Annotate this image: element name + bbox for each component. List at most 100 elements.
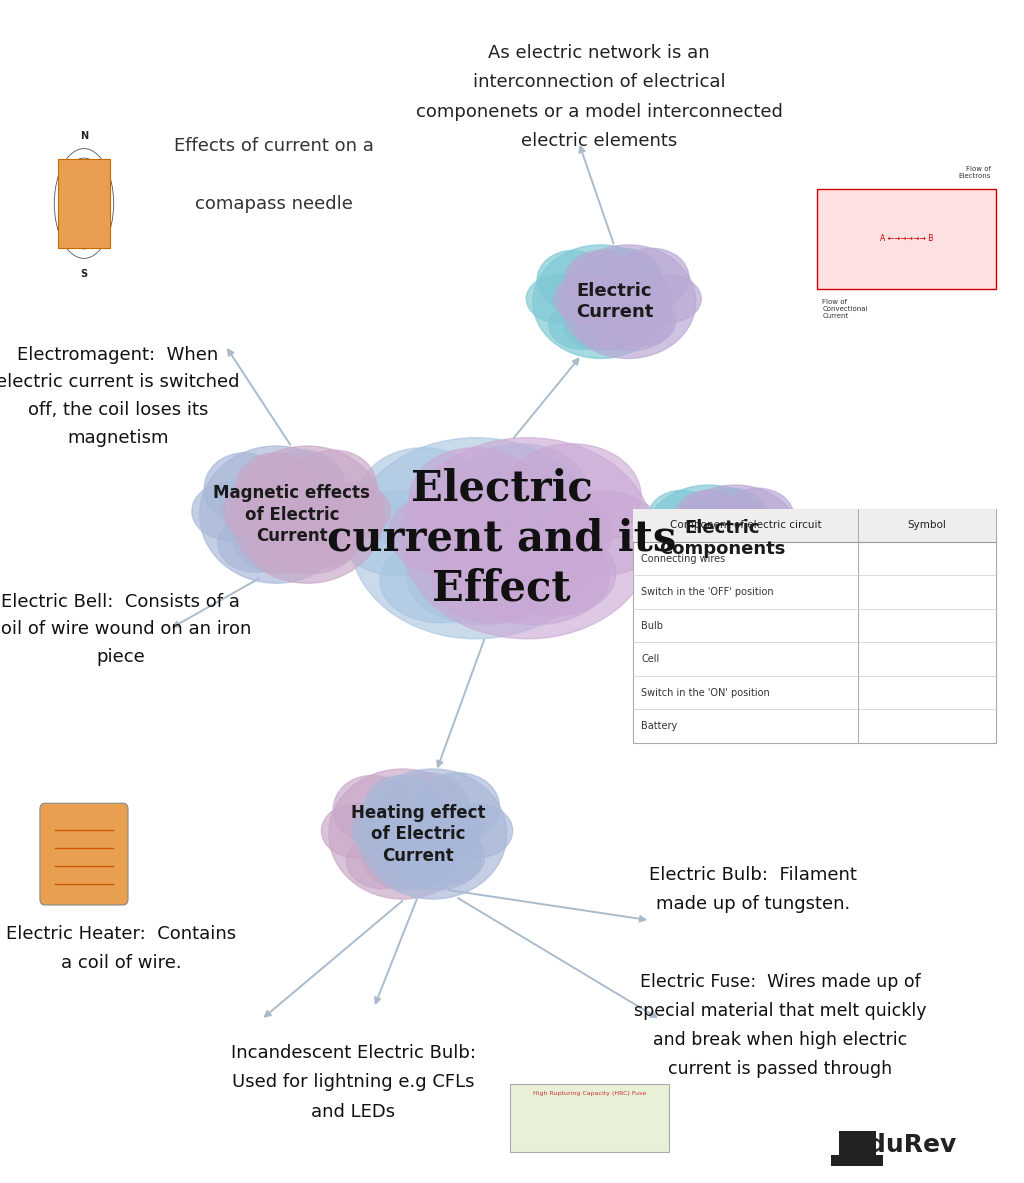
- Ellipse shape: [350, 438, 602, 639]
- Ellipse shape: [414, 829, 484, 884]
- Ellipse shape: [346, 834, 418, 888]
- Ellipse shape: [388, 772, 469, 840]
- Text: Electromagent:  When
electric current is switched
off, the coil loses its
magnet: Electromagent: When electric current is …: [0, 345, 240, 447]
- Text: A ←→→→→→ B: A ←→→→→→ B: [880, 234, 934, 244]
- Ellipse shape: [659, 538, 722, 583]
- Ellipse shape: [357, 448, 488, 552]
- Text: Flow of
Convectional
Current: Flow of Convectional Current: [822, 299, 867, 318]
- Ellipse shape: [230, 446, 384, 583]
- Ellipse shape: [647, 490, 715, 545]
- Ellipse shape: [722, 489, 794, 543]
- Text: High Rupturing Capacity (HRC) Fuse: High Rupturing Capacity (HRC) Fuse: [532, 1091, 646, 1095]
- Text: Bulb: Bulb: [641, 621, 663, 631]
- FancyBboxPatch shape: [831, 1155, 883, 1166]
- Text: Connecting wires: Connecting wires: [641, 554, 725, 563]
- Ellipse shape: [673, 532, 751, 584]
- Ellipse shape: [329, 769, 476, 899]
- Ellipse shape: [362, 828, 451, 890]
- Ellipse shape: [564, 251, 635, 310]
- Ellipse shape: [380, 538, 501, 622]
- Ellipse shape: [671, 485, 800, 592]
- Text: Electric
Components: Electric Components: [658, 518, 785, 558]
- Text: S: S: [81, 270, 87, 279]
- Text: Component of electric circuit: Component of electric circuit: [670, 521, 821, 530]
- Ellipse shape: [292, 450, 377, 522]
- Ellipse shape: [634, 274, 701, 323]
- Text: As electric network is an
interconnection of electrical
componenets or a model i: As electric network is an interconnectio…: [416, 44, 782, 150]
- FancyBboxPatch shape: [817, 188, 996, 289]
- Text: Heating effect
of Electric
Current: Heating effect of Electric Current: [350, 803, 485, 865]
- Ellipse shape: [686, 538, 749, 583]
- Ellipse shape: [359, 769, 507, 899]
- Ellipse shape: [218, 515, 292, 573]
- Ellipse shape: [526, 274, 591, 323]
- Ellipse shape: [333, 776, 410, 843]
- Text: Electric Bulb:  Filament
made up of tungsten.: Electric Bulb: Filament made up of tungs…: [648, 866, 857, 913]
- Ellipse shape: [718, 535, 780, 580]
- Ellipse shape: [364, 776, 440, 843]
- Ellipse shape: [261, 450, 345, 522]
- Ellipse shape: [486, 491, 612, 575]
- Text: Flow of
Electrons: Flow of Electrons: [958, 167, 991, 179]
- Ellipse shape: [577, 302, 642, 349]
- Ellipse shape: [549, 302, 614, 349]
- Ellipse shape: [714, 513, 778, 558]
- Text: Switch in the 'ON' position: Switch in the 'ON' position: [641, 687, 770, 698]
- Ellipse shape: [256, 510, 330, 568]
- Ellipse shape: [740, 513, 805, 558]
- Ellipse shape: [606, 274, 674, 323]
- Ellipse shape: [418, 772, 500, 840]
- Ellipse shape: [674, 490, 741, 545]
- Ellipse shape: [204, 453, 284, 524]
- Ellipse shape: [583, 298, 648, 345]
- Ellipse shape: [503, 444, 641, 549]
- Ellipse shape: [288, 510, 361, 568]
- Ellipse shape: [637, 513, 699, 558]
- Ellipse shape: [563, 296, 644, 350]
- Ellipse shape: [610, 298, 676, 345]
- Ellipse shape: [409, 448, 541, 552]
- Text: EduRev: EduRev: [852, 1133, 956, 1157]
- Ellipse shape: [337, 491, 459, 575]
- Text: Electric Bell:  Consists of a
coil of wire wound on an iron
piece: Electric Bell: Consists of a coil of wir…: [0, 593, 251, 666]
- Text: Incandescent Electric Bulb:
Used for lightning e.g CFLs
and LEDs: Incandescent Electric Bulb: Used for lig…: [230, 1045, 476, 1120]
- Ellipse shape: [537, 251, 607, 310]
- FancyBboxPatch shape: [58, 159, 110, 248]
- Text: Electric Heater:  Contains
a coil of wire.: Electric Heater: Contains a coil of wire…: [6, 925, 236, 972]
- Ellipse shape: [695, 489, 767, 543]
- Text: Electric
current and its
Effect: Electric current and its Effect: [327, 467, 677, 609]
- Ellipse shape: [392, 828, 481, 890]
- FancyBboxPatch shape: [633, 509, 996, 743]
- Ellipse shape: [458, 528, 609, 625]
- Ellipse shape: [383, 829, 455, 884]
- Ellipse shape: [451, 444, 590, 549]
- Text: Cell: Cell: [641, 654, 659, 664]
- Ellipse shape: [495, 531, 615, 615]
- Ellipse shape: [699, 532, 777, 584]
- Text: Symbol: Symbol: [908, 521, 947, 530]
- FancyBboxPatch shape: [510, 1084, 669, 1152]
- Ellipse shape: [223, 483, 297, 539]
- Ellipse shape: [236, 453, 315, 524]
- Ellipse shape: [532, 245, 669, 358]
- Text: Electric Fuse:  Wires made up of
special material that melt quickly
and break wh: Electric Fuse: Wires made up of special …: [634, 972, 927, 1079]
- Ellipse shape: [591, 296, 672, 350]
- FancyBboxPatch shape: [633, 509, 996, 542]
- Ellipse shape: [560, 245, 696, 358]
- Ellipse shape: [322, 803, 392, 858]
- Ellipse shape: [432, 538, 553, 622]
- Ellipse shape: [401, 438, 653, 639]
- FancyBboxPatch shape: [839, 1131, 876, 1164]
- Text: Electric
Current: Electric Current: [575, 282, 653, 322]
- Text: N: N: [80, 131, 88, 141]
- Ellipse shape: [389, 491, 510, 575]
- Ellipse shape: [554, 274, 618, 323]
- Ellipse shape: [614, 248, 689, 308]
- Ellipse shape: [283, 483, 358, 539]
- Text: Magnetic effects
of Electric
Current: Magnetic effects of Electric Current: [213, 484, 371, 545]
- Text: Battery: Battery: [641, 722, 677, 731]
- Ellipse shape: [249, 515, 323, 573]
- Ellipse shape: [265, 508, 357, 574]
- Ellipse shape: [191, 483, 265, 539]
- Text: Switch in the 'OFF' position: Switch in the 'OFF' position: [641, 587, 774, 597]
